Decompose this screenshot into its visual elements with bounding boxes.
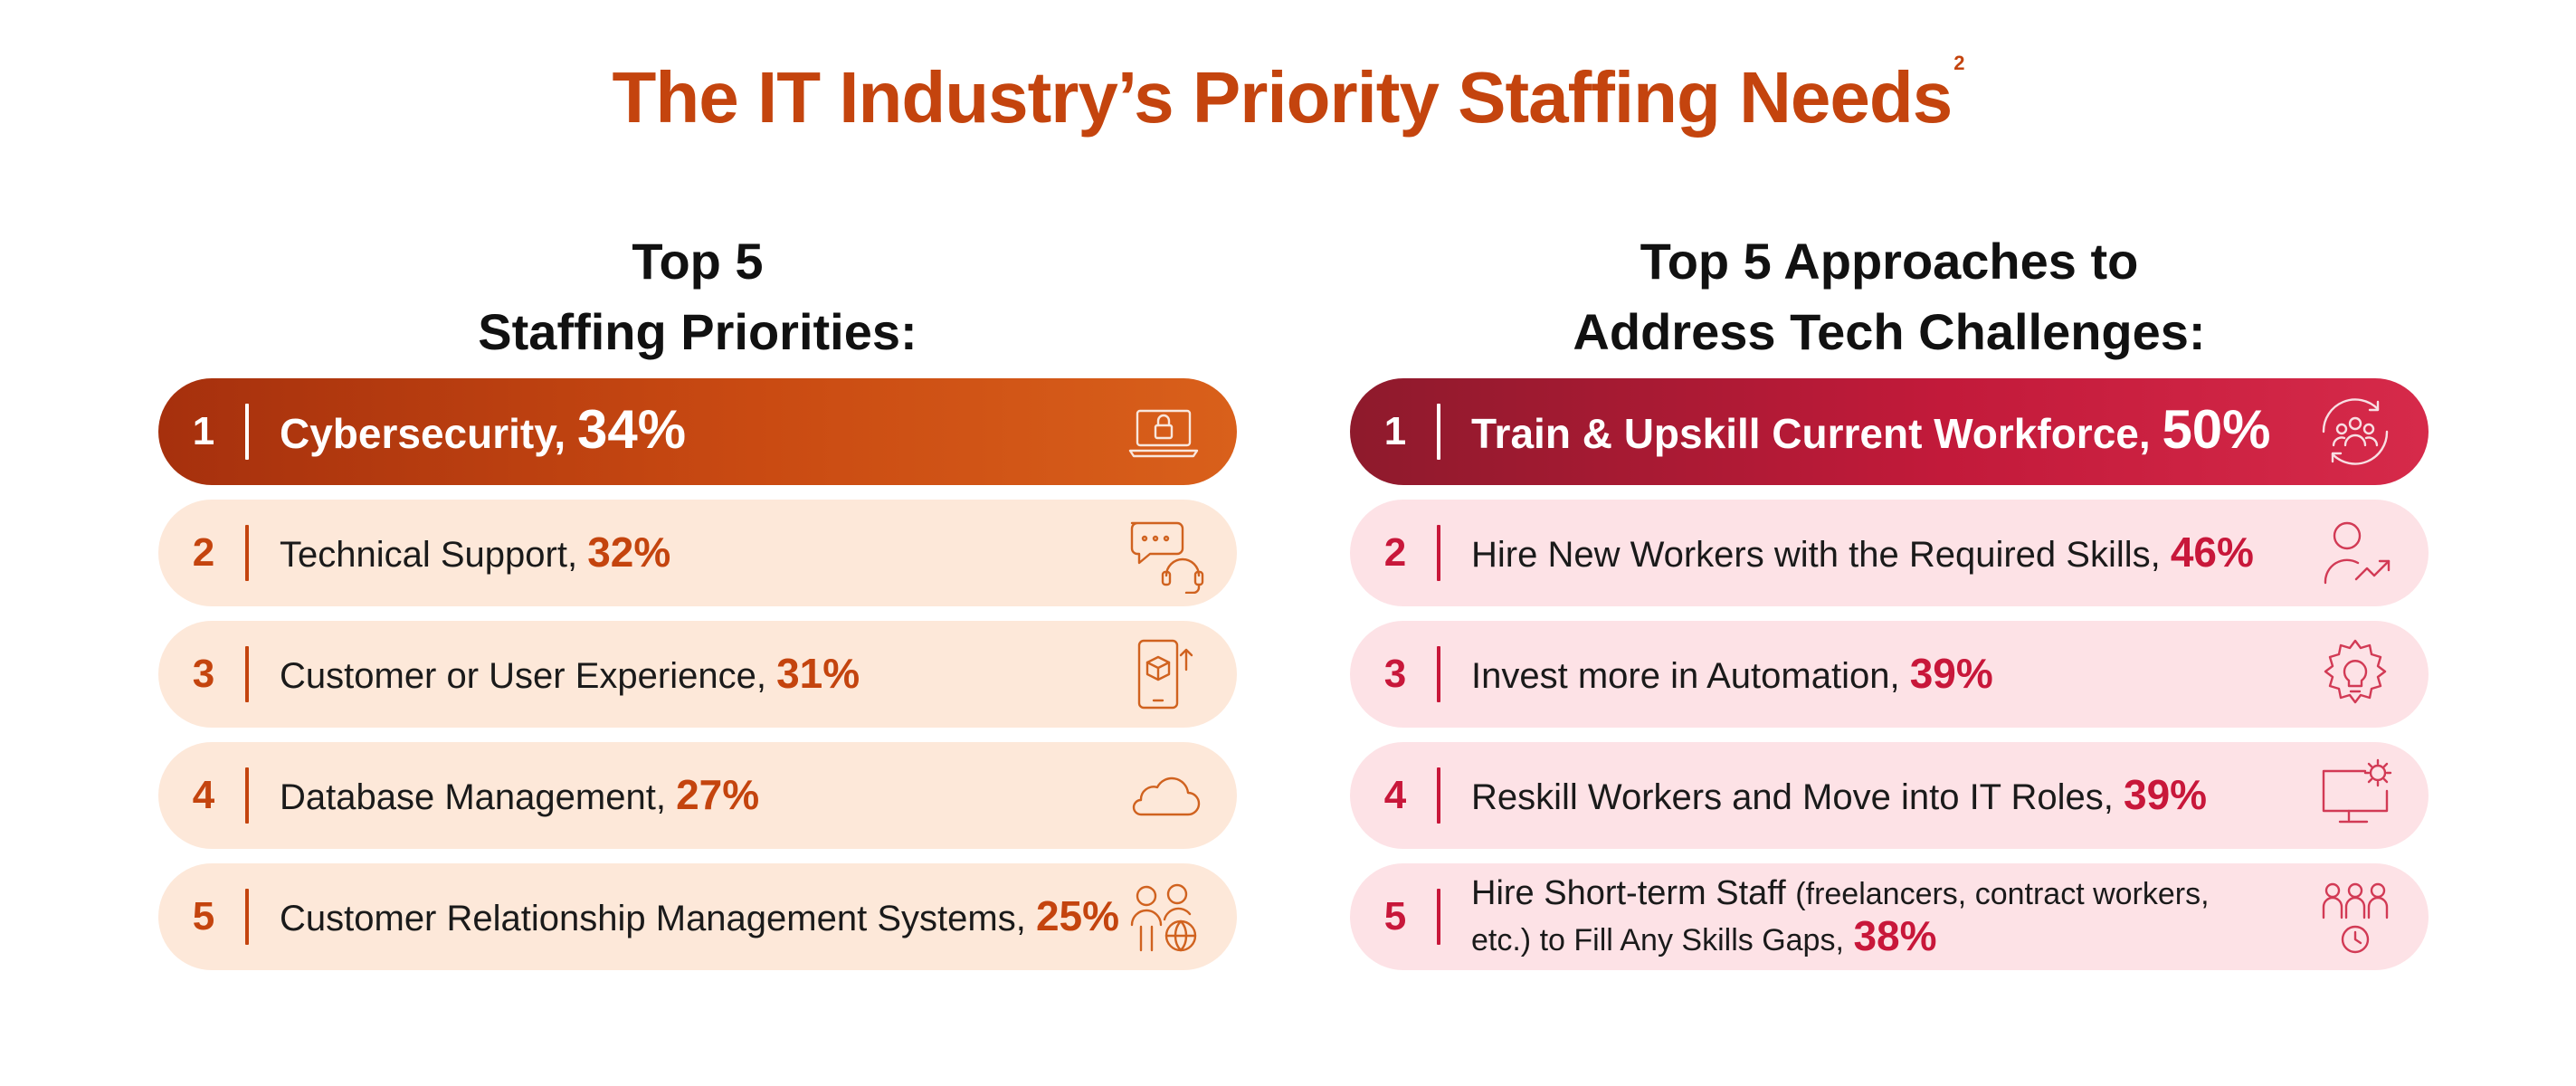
rank-number: 2 xyxy=(192,530,215,575)
rank-number: 5 xyxy=(192,894,215,938)
item-label: Customer or User Experience, 31% xyxy=(280,649,860,697)
rank-number: 3 xyxy=(192,652,215,696)
divider xyxy=(1437,889,1440,945)
person-growth-icon xyxy=(2315,512,2396,594)
list-item: 5 Hire Short-term Staff (freelancers, co… xyxy=(1350,863,2429,970)
chat-headset-icon xyxy=(1123,512,1204,595)
item-percent: 25% xyxy=(1035,891,1120,939)
divider xyxy=(1437,404,1440,460)
item-label: Train & Upskill Current Workforce, 50% xyxy=(1471,399,2271,460)
rank-number: 1 xyxy=(1383,409,1407,453)
list-item: 1 Train & Upskill Current Workforce, 50% xyxy=(1350,378,2429,485)
item-percent: 39% xyxy=(2124,770,2208,818)
divider xyxy=(245,525,249,581)
divider xyxy=(1437,767,1440,824)
item-percent: 27% xyxy=(676,770,760,818)
tech-approaches-heading: Top 5 Approaches to Address Tech Challen… xyxy=(1573,233,2206,360)
monitor-gear-icon xyxy=(2315,755,2396,836)
list-item: 2 Hire New Workers with the Required Ski… xyxy=(1350,500,2429,606)
staffing-priorities-panel: Top 5 Staffing Priorities: 1 Cybersecuri… xyxy=(158,226,1237,985)
rank-number: 5 xyxy=(1383,894,1407,938)
divider xyxy=(245,767,249,824)
list-item: 5 Customer Relationship Management Syste… xyxy=(158,863,1237,970)
list-item: 3 Customer or User Experience, 31% xyxy=(158,621,1237,728)
divider xyxy=(1437,646,1440,702)
page-title: The IT Industry’s Priority Staffing Need… xyxy=(612,52,1965,138)
rank-number: 4 xyxy=(192,773,215,817)
list-item: 2 Technical Support, 32% xyxy=(158,500,1237,606)
item-label: Database Management, 27% xyxy=(280,770,760,818)
list-item: 4 Database Management, 27% xyxy=(158,742,1237,849)
item-label: Invest more in Automation, 39% xyxy=(1471,649,1993,697)
team-cycle-icon xyxy=(2315,391,2396,472)
tech-approaches-panel: Top 5 Approaches to Address Tech Challen… xyxy=(1350,226,2429,985)
staffing-priorities-heading: Top 5 Staffing Priorities: xyxy=(478,233,917,360)
item-percent: 31% xyxy=(776,649,860,697)
item-percent: 34% xyxy=(576,399,687,460)
gear-bulb-icon xyxy=(2315,634,2396,715)
item-label: Reskill Workers and Move into IT Roles, … xyxy=(1471,770,2208,818)
rank-number: 1 xyxy=(192,409,215,453)
phone-cube-icon xyxy=(1123,634,1204,715)
divider xyxy=(1437,525,1440,581)
item-percent: 50% xyxy=(2162,399,2271,460)
item-percent: 32% xyxy=(587,528,671,576)
item-percent: 38% xyxy=(1853,912,1937,959)
people-clock-icon xyxy=(2315,876,2396,957)
item-label: Customer Relationship Management Systems… xyxy=(280,891,1120,939)
tech-approaches-list: 1 Train & Upskill Current Workforce, 50%… xyxy=(1350,378,2429,970)
list-item: 3 Invest more in Automation, 39% xyxy=(1350,621,2429,728)
item-percent: 39% xyxy=(1909,649,1993,697)
laptop-lock-icon xyxy=(1123,391,1204,472)
divider xyxy=(245,889,249,945)
users-globe-icon xyxy=(1123,876,1204,957)
item-label: Cybersecurity, 34% xyxy=(280,399,687,460)
divider xyxy=(245,646,249,702)
rank-number: 2 xyxy=(1383,530,1407,575)
item-label: Hire Short-term Staff (freelancers, cont… xyxy=(1471,874,2210,959)
rank-number: 4 xyxy=(1383,773,1407,817)
list-item: 4 Reskill Workers and Move into IT Roles… xyxy=(1350,742,2429,849)
title-footnote: 2 xyxy=(1953,52,1964,75)
divider xyxy=(245,404,249,460)
item-percent: 46% xyxy=(2170,528,2254,576)
rank-number: 3 xyxy=(1383,652,1407,696)
item-label: Hire New Workers with the Required Skill… xyxy=(1471,528,2254,576)
item-label: Technical Support, 32% xyxy=(280,528,671,576)
list-item: 1 Cybersecurity, 34% xyxy=(158,378,1237,485)
cloud-icon xyxy=(1123,755,1204,836)
staffing-priorities-list: 1 Cybersecurity, 34% 2 Technical Support… xyxy=(158,378,1237,970)
